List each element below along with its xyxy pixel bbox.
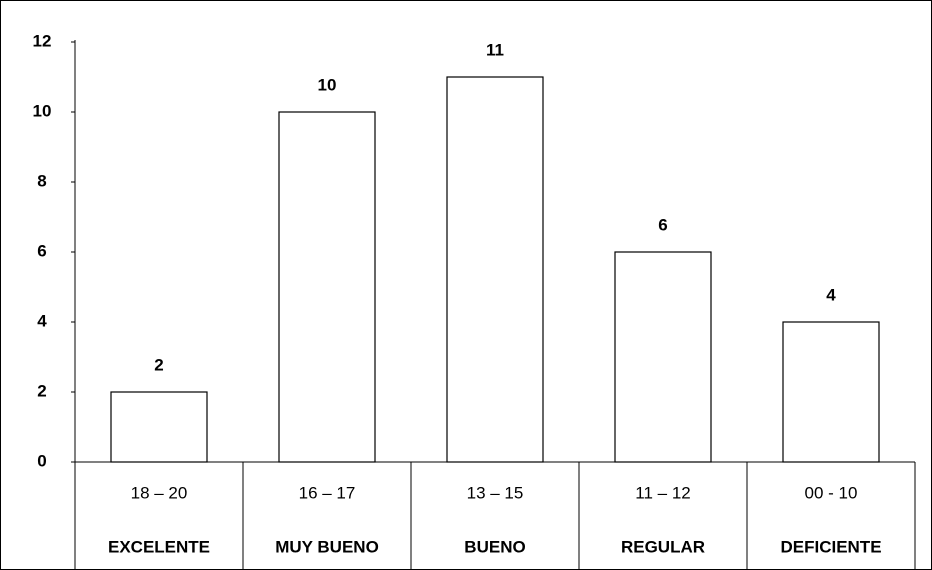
category-name: EXCELENTE: [108, 537, 210, 556]
category-name: MUY BUENO: [275, 537, 379, 556]
x-tick-label: 00 - 10: [805, 483, 858, 502]
data-label: 4: [826, 285, 836, 304]
data-label: 6: [658, 215, 667, 234]
y-tick-label: 6: [37, 241, 46, 260]
category-name: DEFICIENTE: [780, 537, 881, 556]
y-tick-label: 12: [33, 31, 52, 50]
x-tick-label: 16 – 17: [299, 483, 356, 502]
y-tick-label: 10: [33, 101, 52, 120]
bar: [110, 391, 208, 463]
category-name: REGULAR: [621, 537, 705, 556]
bar: [446, 76, 544, 463]
y-tick-label: 0: [37, 451, 46, 470]
y-tick-label: 4: [37, 311, 47, 330]
x-tick-label: 13 – 15: [467, 483, 524, 502]
x-tick-label: 11 – 12: [635, 483, 690, 502]
data-label: 2: [154, 355, 163, 374]
bar: [782, 321, 880, 463]
bar: [614, 251, 712, 463]
bar: [278, 111, 376, 463]
y-tick-label: 8: [37, 171, 46, 190]
x-tick-label: 18 – 20: [131, 483, 188, 502]
data-label: 11: [486, 40, 504, 59]
category-name: BUENO: [464, 537, 525, 556]
data-label: 10: [318, 75, 337, 94]
y-tick-label: 2: [37, 381, 46, 400]
